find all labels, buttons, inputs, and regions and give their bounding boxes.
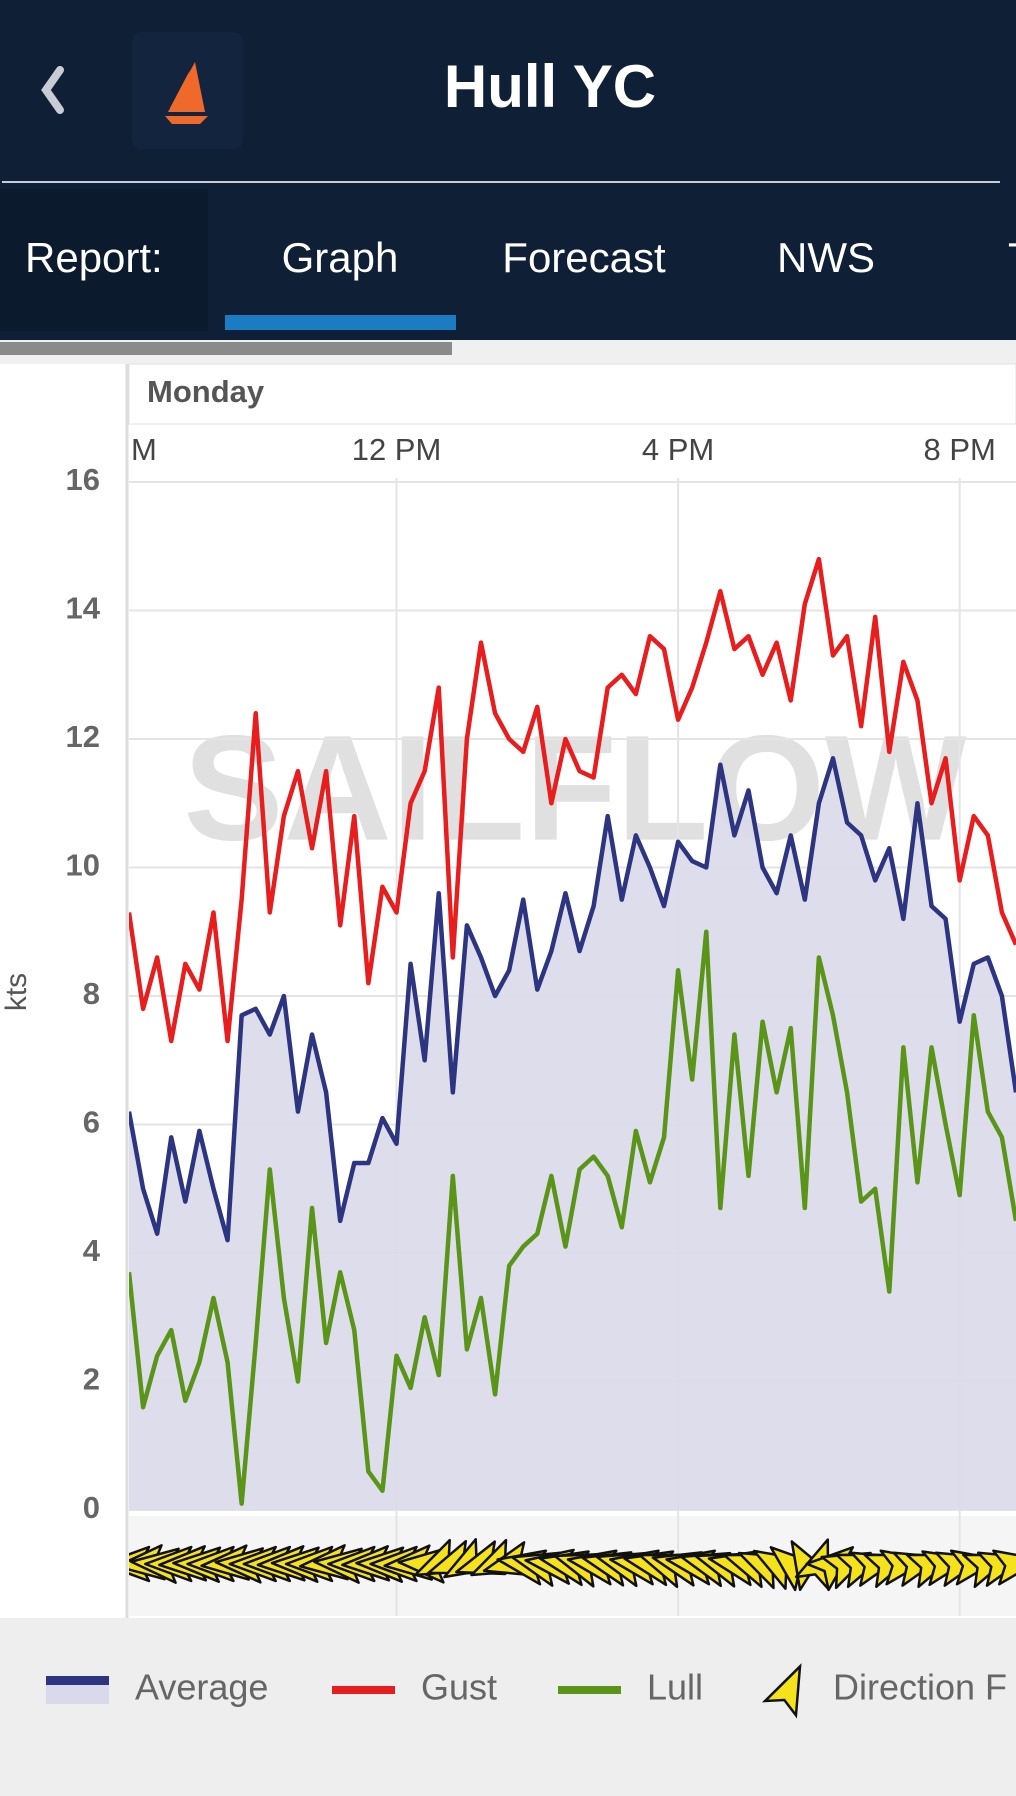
back-button[interactable] [41,66,64,114]
series-line [129,556,1016,1044]
series-line [129,756,1016,1243]
direction-arrow [992,1549,1016,1586]
tab[interactable]: Graph [282,234,399,281]
legend-swatch [761,1663,802,1719]
legend-label: Direction F [833,1667,1007,1708]
x-tick-label: 12 PM [352,432,442,467]
direction-arrows [129,1538,1016,1592]
tab[interactable]: T [1008,234,1016,281]
tab[interactable]: NWS [777,234,875,281]
series-line [129,929,1016,1506]
x-tick-label: 8 PM [924,432,996,467]
y-tick-label: 4 [83,1233,101,1268]
legend-label: Gust [421,1667,497,1708]
logo-sail [165,62,208,124]
x-tick-label: 4 PM [642,432,714,467]
y-tick-label: 6 [83,1105,100,1140]
x-tick-label: M [131,432,157,467]
day-row [128,363,1016,425]
y-tick-label: 12 [66,719,100,754]
plot [129,556,1016,1510]
legend-label: Average [135,1667,268,1708]
report-label: Report: [25,234,163,281]
day-label: Monday [147,374,265,409]
tab-indicator [225,315,456,330]
y-tick-label: 10 [66,848,100,883]
report-cell [0,189,208,331]
y-tick-label: 0 [83,1490,100,1525]
y-tick-label: 8 [83,976,100,1011]
y-tick-label: 2 [83,1362,100,1397]
y-axis-label: kts [0,973,33,1011]
legend-swatch [46,1676,109,1685]
y-tick-label: 14 [66,591,101,626]
legend-swatch [332,1686,395,1694]
title: Hull YC [444,53,656,120]
legend-label: Lull [647,1667,703,1708]
scroll-thumb [0,342,452,355]
tab[interactable]: Forecast [502,234,666,281]
legend-bg [0,1618,1016,1796]
y-tick-label: 16 [66,462,100,497]
legend-swatch [558,1686,621,1694]
